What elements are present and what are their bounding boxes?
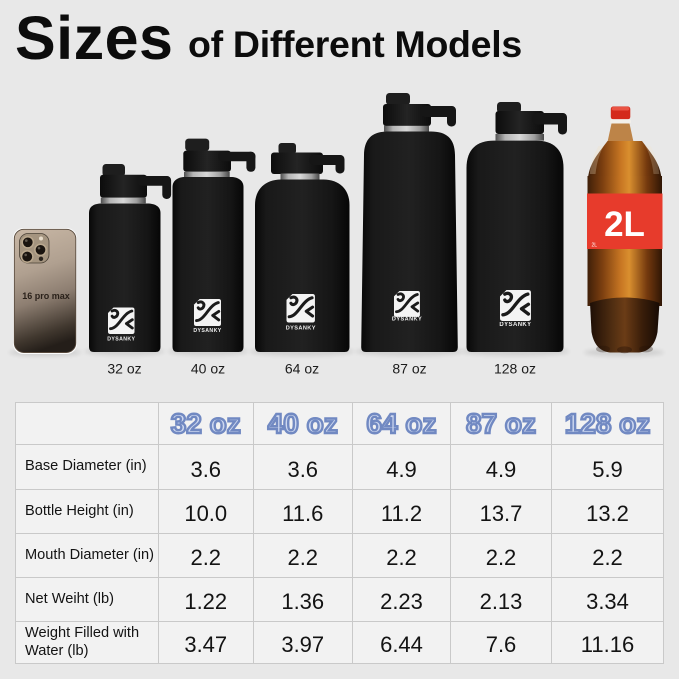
- svg-text:2L: 2L: [604, 205, 645, 244]
- svg-text:32 oz: 32 oz: [107, 361, 141, 377]
- svg-text:DYSANKY: DYSANKY: [193, 328, 221, 334]
- svg-text:40 oz: 40 oz: [191, 361, 225, 377]
- svg-text:64 oz: 64 oz: [285, 361, 319, 377]
- svg-text:DYSANKY: DYSANKY: [499, 322, 531, 328]
- svg-text:DYSANKY: DYSANKY: [107, 337, 135, 343]
- svg-text:DYSANKY: DYSANKY: [392, 317, 422, 323]
- svg-text:16 pro max: 16 pro max: [22, 291, 70, 301]
- svg-text:87 oz: 87 oz: [392, 361, 426, 377]
- svg-text:128 oz: 128 oz: [494, 361, 536, 377]
- svg-text:2L: 2L: [592, 243, 598, 249]
- svg-text:DYSANKY: DYSANKY: [286, 326, 316, 332]
